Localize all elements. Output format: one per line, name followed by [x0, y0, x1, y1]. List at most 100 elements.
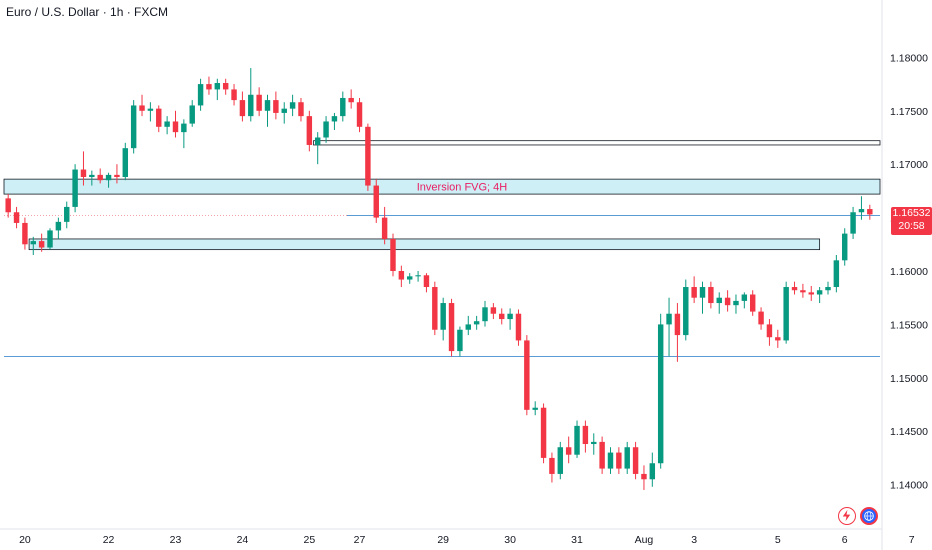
candle-body [122, 148, 129, 178]
candle-body [181, 123, 187, 133]
candle-body [264, 100, 271, 111]
candle-body [490, 307, 497, 314]
candle-body [105, 174, 112, 181]
x-tick-label: 3 [691, 534, 697, 546]
candle-body [314, 137, 321, 145]
candle-body [415, 275, 421, 277]
candle-body [808, 292, 814, 295]
candle-body [331, 116, 338, 122]
chart-title: Euro / U.S. Dollar · 1h · FXCM [6, 5, 169, 19]
candle-body [465, 324, 471, 330]
x-tick-label: 25 [303, 534, 315, 546]
globe-icon[interactable] [860, 507, 878, 525]
candle-body [507, 313, 513, 320]
candle-body [197, 84, 204, 106]
y-tick-label: 1.17000 [890, 159, 928, 171]
candle-body [616, 452, 622, 469]
candle-body [5, 198, 11, 213]
candle-body [423, 275, 430, 288]
candle-body [130, 105, 137, 149]
x-tick-label: 20 [19, 534, 31, 546]
candle-body [206, 84, 212, 90]
x-tick-label: 27 [354, 534, 366, 546]
x-tick-label: 31 [571, 534, 583, 546]
candle-body [591, 441, 597, 445]
candle-body [97, 174, 103, 181]
candle-body [273, 100, 279, 113]
candle-body [641, 473, 647, 480]
candle-body [499, 313, 505, 320]
candle-body [289, 102, 296, 109]
x-tick-label: 22 [103, 534, 115, 546]
candle-body [281, 108, 287, 113]
y-tick-label: 1.17500 [890, 106, 928, 118]
candle-body [657, 324, 664, 464]
y-tick-label: 1.18000 [890, 52, 928, 64]
candle-body [55, 221, 62, 231]
candle-body [691, 287, 697, 298]
candle-body [114, 174, 120, 178]
candle-body [783, 287, 789, 341]
candle-body [741, 294, 748, 301]
candle-body [791, 287, 798, 291]
candle-body [758, 311, 764, 325]
candle-body [683, 287, 689, 336]
candle-body [89, 174, 95, 178]
candle-body [858, 209, 865, 213]
candle-body [540, 407, 547, 458]
current-price-label: 1.16532 [892, 207, 931, 220]
y-tick-label: 1.16000 [890, 266, 928, 278]
candle-body [256, 94, 262, 111]
candle-body [231, 89, 237, 101]
x-tick-label: 23 [170, 534, 182, 546]
candle-body [13, 212, 20, 223]
fvg-zone [3, 178, 881, 195]
candle-body [38, 241, 45, 248]
candle-body [800, 290, 806, 293]
x-tick-label: 24 [237, 534, 249, 546]
candle-body [674, 313, 681, 336]
candle-body [867, 209, 873, 215]
candle-body [172, 121, 179, 133]
candle-body [549, 457, 555, 474]
candle-body [557, 447, 564, 474]
candle-body [833, 260, 840, 288]
candle-body [30, 241, 36, 245]
candle-body [582, 425, 589, 445]
candle-body [749, 294, 756, 312]
zone-label: Inversion FVG; 4H [417, 182, 508, 194]
candle-body [356, 102, 363, 127]
candle-body [448, 303, 455, 352]
candle-body [574, 425, 580, 455]
x-tick-label: 30 [504, 534, 516, 546]
candle-body [373, 185, 379, 218]
candle-body [699, 287, 706, 298]
candle-body [607, 452, 614, 469]
candle-body [365, 126, 371, 186]
candle-body [80, 169, 87, 178]
candle-body [482, 307, 488, 322]
fvg-zone [28, 238, 821, 251]
candle-body [565, 447, 572, 455]
lightning-icon[interactable] [838, 507, 856, 525]
current-price-badge: 1.16532 20:58 [891, 207, 932, 236]
x-tick-label: 29 [437, 534, 449, 546]
candle-body [156, 108, 162, 127]
candle-body [64, 206, 70, 222]
candle-body [842, 233, 848, 261]
candle-body [632, 447, 639, 474]
candle-body [239, 100, 246, 117]
candle-body [381, 217, 388, 239]
candle-body [390, 238, 396, 271]
candle-body [816, 290, 823, 295]
x-tick-label: 5 [775, 534, 781, 546]
candle-body [22, 222, 28, 245]
candle-body [348, 97, 354, 103]
y-tick-label: 1.14000 [890, 480, 928, 492]
candle-body [766, 324, 773, 338]
x-tick-label: 6 [842, 534, 848, 546]
candle-body [775, 337, 781, 341]
candle-body [649, 463, 656, 480]
candle-body [515, 313, 522, 341]
